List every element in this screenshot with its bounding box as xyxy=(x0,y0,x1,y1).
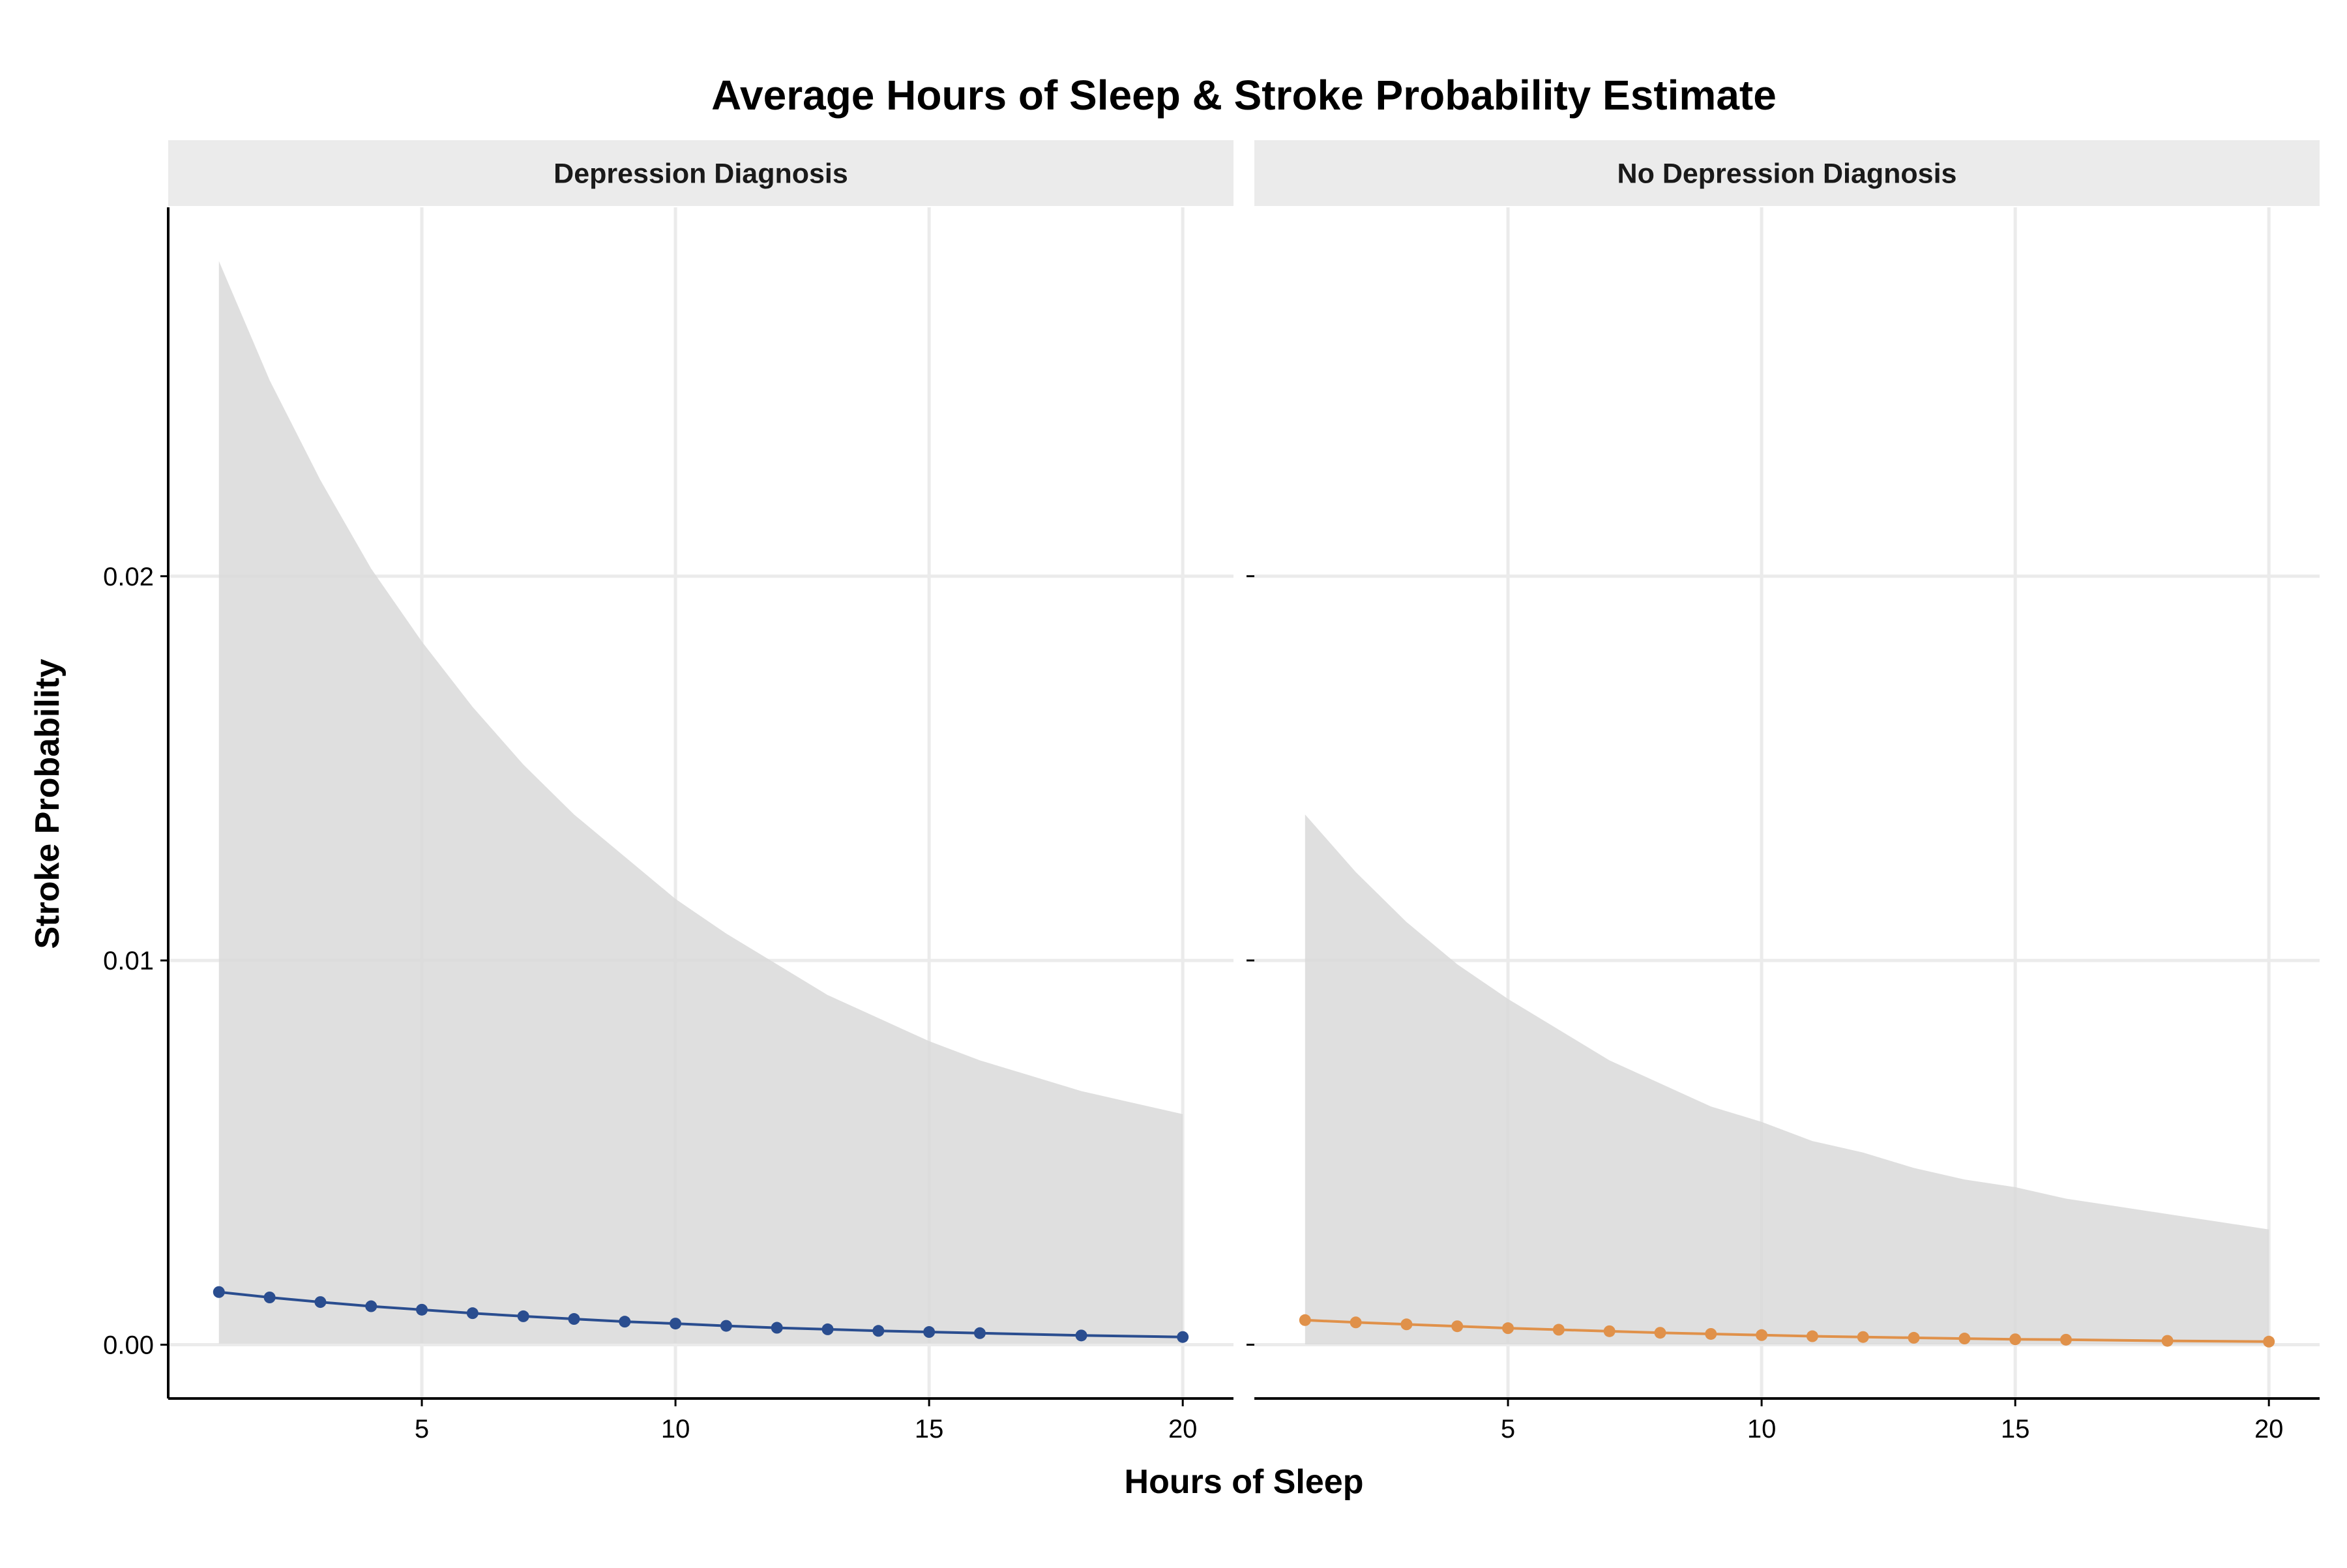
data-point xyxy=(517,1310,529,1322)
data-point xyxy=(1177,1331,1189,1343)
facet-strip-label: Depression Diagnosis xyxy=(554,158,848,190)
data-point xyxy=(1603,1325,1616,1337)
facet-strip-background xyxy=(1254,140,2320,206)
data-point xyxy=(720,1320,732,1332)
data-point xyxy=(1958,1333,1971,1345)
series-line xyxy=(218,1290,1183,1339)
data-point xyxy=(619,1316,631,1328)
data-point xyxy=(1654,1327,1666,1339)
data-point xyxy=(1075,1329,1087,1342)
confidence-ribbon xyxy=(1305,814,2269,1344)
facet-strip-background xyxy=(168,140,1233,206)
data-point xyxy=(1299,1314,1311,1326)
x-tick-label: 20 xyxy=(2254,1415,2284,1443)
data-point xyxy=(466,1307,479,1320)
x-tick-label: 5 xyxy=(415,1415,429,1443)
data-point xyxy=(1451,1320,1464,1333)
data-point xyxy=(1350,1316,1362,1329)
data-point xyxy=(1400,1318,1413,1331)
facet-panel-2: No Depression Diagnosis 5 10 15 20 xyxy=(1247,140,2320,1443)
y-tick-label: 0.02 xyxy=(103,563,154,591)
data-point xyxy=(1705,1327,1717,1340)
data-point xyxy=(2263,1335,2275,1348)
data-point xyxy=(2161,1335,2174,1347)
x-tick-label: 20 xyxy=(1168,1415,1198,1443)
chart-title: Average Hours of Sleep & Stroke Probabil… xyxy=(711,72,1777,119)
data-point xyxy=(2009,1333,2022,1346)
data-point xyxy=(568,1313,580,1325)
confidence-ribbon xyxy=(218,261,1183,1344)
data-point xyxy=(973,1327,986,1339)
data-point xyxy=(923,1326,936,1339)
data-point xyxy=(1857,1331,1869,1343)
data-point xyxy=(365,1300,377,1312)
x-tick-label: 10 xyxy=(661,1415,690,1443)
data-point xyxy=(314,1296,327,1309)
facet-panel-1: Depression Diagnosis 0.00 0.01 0.02 5 10 15 20 xyxy=(103,140,1233,1443)
y-tick-label: 0.00 xyxy=(103,1331,154,1359)
data-point xyxy=(1552,1324,1565,1336)
x-tick-label: 15 xyxy=(2001,1415,2030,1443)
x-tick-label: 10 xyxy=(1747,1415,1777,1443)
x-axis-title: Hours of Sleep xyxy=(1125,1463,1364,1501)
data-point xyxy=(1908,1331,1920,1344)
y-axis-title: Stroke Probability xyxy=(29,658,66,949)
data-point xyxy=(872,1325,885,1337)
data-point xyxy=(416,1303,428,1316)
y-tick-label: 0.01 xyxy=(103,947,154,975)
data-point xyxy=(213,1286,225,1298)
x-tick-label: 15 xyxy=(915,1415,944,1443)
data-point xyxy=(1806,1330,1818,1342)
data-point xyxy=(821,1323,834,1335)
x-tick-label: 5 xyxy=(1501,1415,1515,1443)
data-point xyxy=(771,1322,783,1334)
series-line xyxy=(1305,1318,2269,1343)
data-point xyxy=(263,1291,276,1303)
data-point xyxy=(670,1318,682,1330)
data-point xyxy=(1502,1322,1514,1335)
facet-strip-label: No Depression Diagnosis xyxy=(1617,158,1957,190)
data-point xyxy=(2059,1333,2072,1346)
data-point xyxy=(1756,1329,1768,1341)
